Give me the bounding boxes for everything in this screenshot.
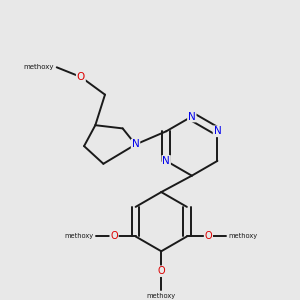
Text: O: O (110, 232, 118, 242)
Text: N: N (162, 156, 170, 166)
Text: methoxy: methoxy (65, 233, 94, 239)
Text: methoxy: methoxy (24, 64, 54, 70)
Text: N: N (188, 112, 196, 122)
Text: N: N (132, 140, 140, 149)
Text: N: N (214, 126, 221, 136)
Text: methoxy: methoxy (147, 293, 176, 299)
Text: methoxy: methoxy (229, 233, 258, 239)
Text: O: O (158, 266, 165, 276)
Text: O: O (205, 232, 212, 242)
Text: O: O (77, 72, 85, 82)
